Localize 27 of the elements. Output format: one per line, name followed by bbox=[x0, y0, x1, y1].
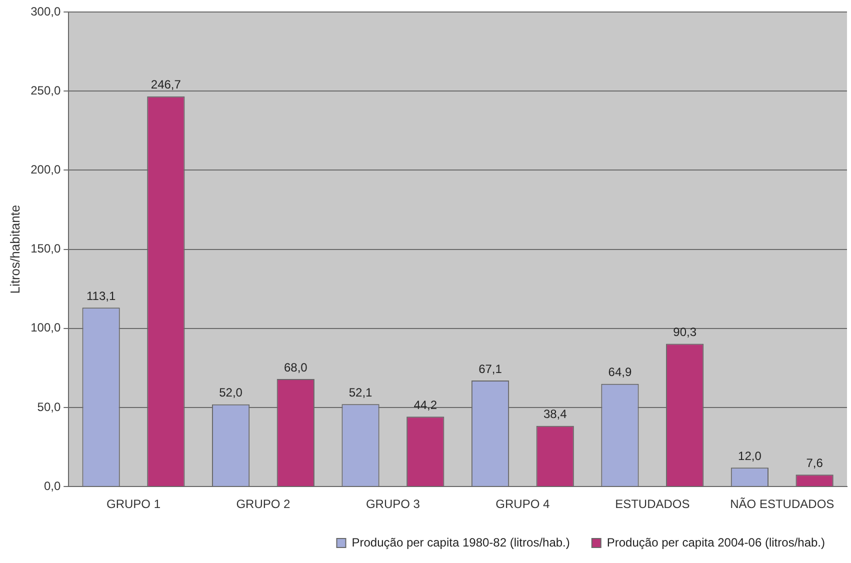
y-tick-label: 50,0 bbox=[37, 400, 61, 414]
y-tick-label: 100,0 bbox=[30, 320, 61, 335]
y-axis-title: Litros/habitante bbox=[7, 204, 22, 294]
y-tick-label: 300,0 bbox=[30, 4, 61, 18]
legend-label: Produção per capita 1980-82 (litros/hab.) bbox=[352, 535, 570, 550]
data-label: 90,3 bbox=[673, 325, 697, 340]
data-label: 64,9 bbox=[608, 365, 632, 380]
y-tick-label: 200,0 bbox=[30, 162, 61, 177]
data-label: 113,1 bbox=[86, 288, 116, 303]
data-label: 52,0 bbox=[219, 386, 243, 400]
x-tick-label: GRUPO 2 bbox=[236, 497, 291, 512]
x-tick-label: ESTUDADOS bbox=[615, 497, 690, 512]
data-label: 52,1 bbox=[348, 385, 373, 400]
data-label: 12,0 bbox=[738, 448, 762, 463]
x-tick-label: GRUPO 4 bbox=[496, 497, 550, 512]
x-tick-label: NÃO ESTUDADOS bbox=[730, 497, 834, 512]
data-label: 246,7 bbox=[150, 78, 182, 92]
y-tick-label: 0,0 bbox=[44, 478, 61, 493]
y-tick-label: 250,0 bbox=[30, 83, 61, 98]
x-tick-label: GRUPO 3 bbox=[366, 497, 420, 512]
x-tick-label: GRUPO 1 bbox=[106, 497, 161, 512]
data-label: 68,0 bbox=[284, 360, 308, 374]
data-label: 7,6 bbox=[806, 456, 824, 470]
y-tick-label: 150,0 bbox=[30, 242, 61, 256]
data-label: 67,1 bbox=[478, 362, 502, 376]
legend-label: Produção per capita 2004-06 (litros/hab.) bbox=[606, 535, 826, 550]
data-label: 38,4 bbox=[543, 407, 568, 422]
